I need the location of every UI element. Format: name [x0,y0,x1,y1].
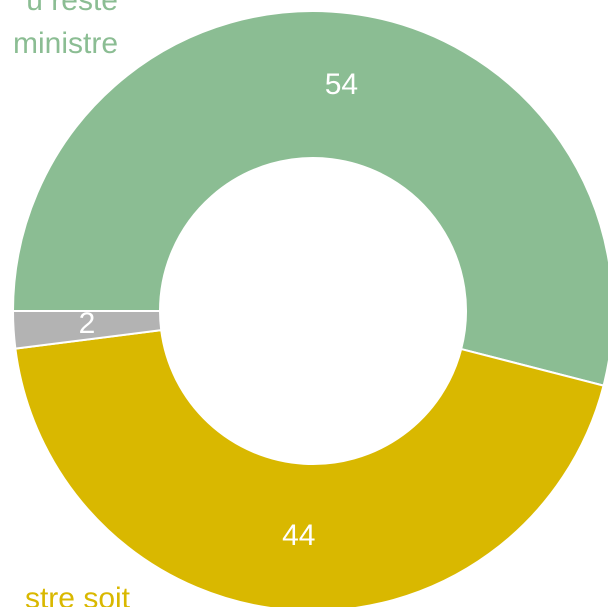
value-label: 54 [325,68,358,101]
category-label: stre soit [25,582,131,607]
category-label: ministre [13,27,118,60]
donut-slice [14,329,605,607]
value-label: 44 [282,519,315,552]
donut-slice [11,10,608,387]
category-label: u reste [26,0,118,17]
value-label: 2 [79,307,96,340]
donut-slice [11,310,163,350]
